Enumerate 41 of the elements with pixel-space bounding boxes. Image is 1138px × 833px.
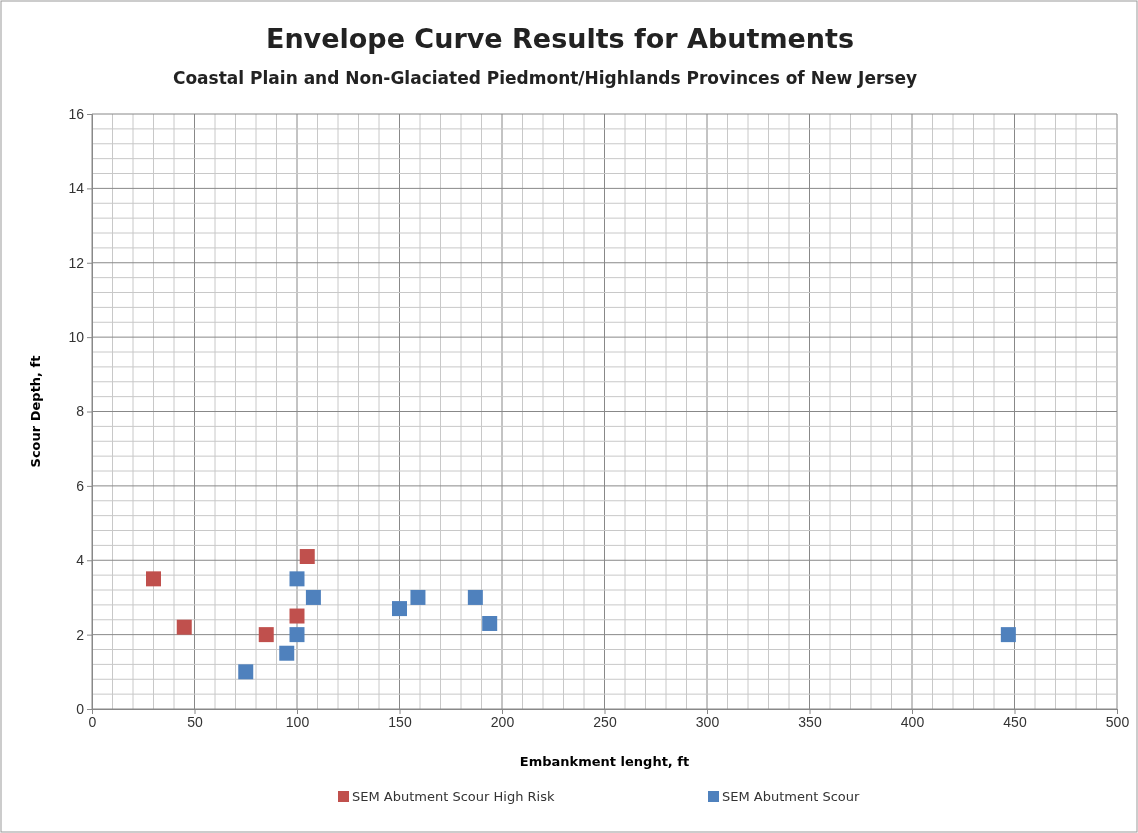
point [289,627,305,643]
point [258,627,274,643]
y-tick-label: 16 [68,105,85,122]
legend-label: SEM Abutment Scour High Risk [352,789,555,804]
y-tick-label: 0 [76,700,85,717]
y-tick-label: 14 [68,180,85,197]
chart-title: Envelope Curve Results for Abutments [265,23,855,54]
x-tick-label: 150 [388,713,412,730]
point [482,615,498,631]
x-tick-label: 300 [695,713,720,730]
point [176,619,192,635]
chart-subtitle: Coastal Plain and Non-Glaciated Piedmont/Highlands Provinces of New Jersey [172,68,918,88]
x-tick-label: 0 [88,713,97,730]
y-tick-label: 12 [68,254,85,271]
point [146,571,161,587]
x-tick-label: 400 [900,713,925,730]
point [392,601,407,617]
x-tick-label: 100 [285,713,310,730]
point [299,549,315,565]
y-tick-label: 6 [76,477,85,494]
point [1000,627,1016,643]
y-axis-title: Scour Depth, ft [28,355,43,468]
point [410,589,426,605]
point [238,664,254,680]
x-axis-title: Embankment lenght, ft [519,754,690,769]
x-tick-label: 350 [798,713,822,730]
legend-label: SEM Abutment Scour [722,789,861,804]
x-tick-label: 500 [1105,713,1130,730]
point [305,589,321,605]
point [467,589,483,605]
y-tick-label: 10 [68,329,85,346]
y-tick-label: 2 [76,626,85,643]
x-tick-label: 450 [1003,713,1027,730]
x-tick-label: 50 [187,713,203,730]
point [289,608,305,624]
x-tick-label: 200 [490,713,515,730]
x-tick-label: 250 [593,713,617,730]
y-tick-label: 8 [76,403,85,420]
point [289,571,305,587]
point [279,645,295,661]
y-tick-label: 4 [76,552,85,569]
